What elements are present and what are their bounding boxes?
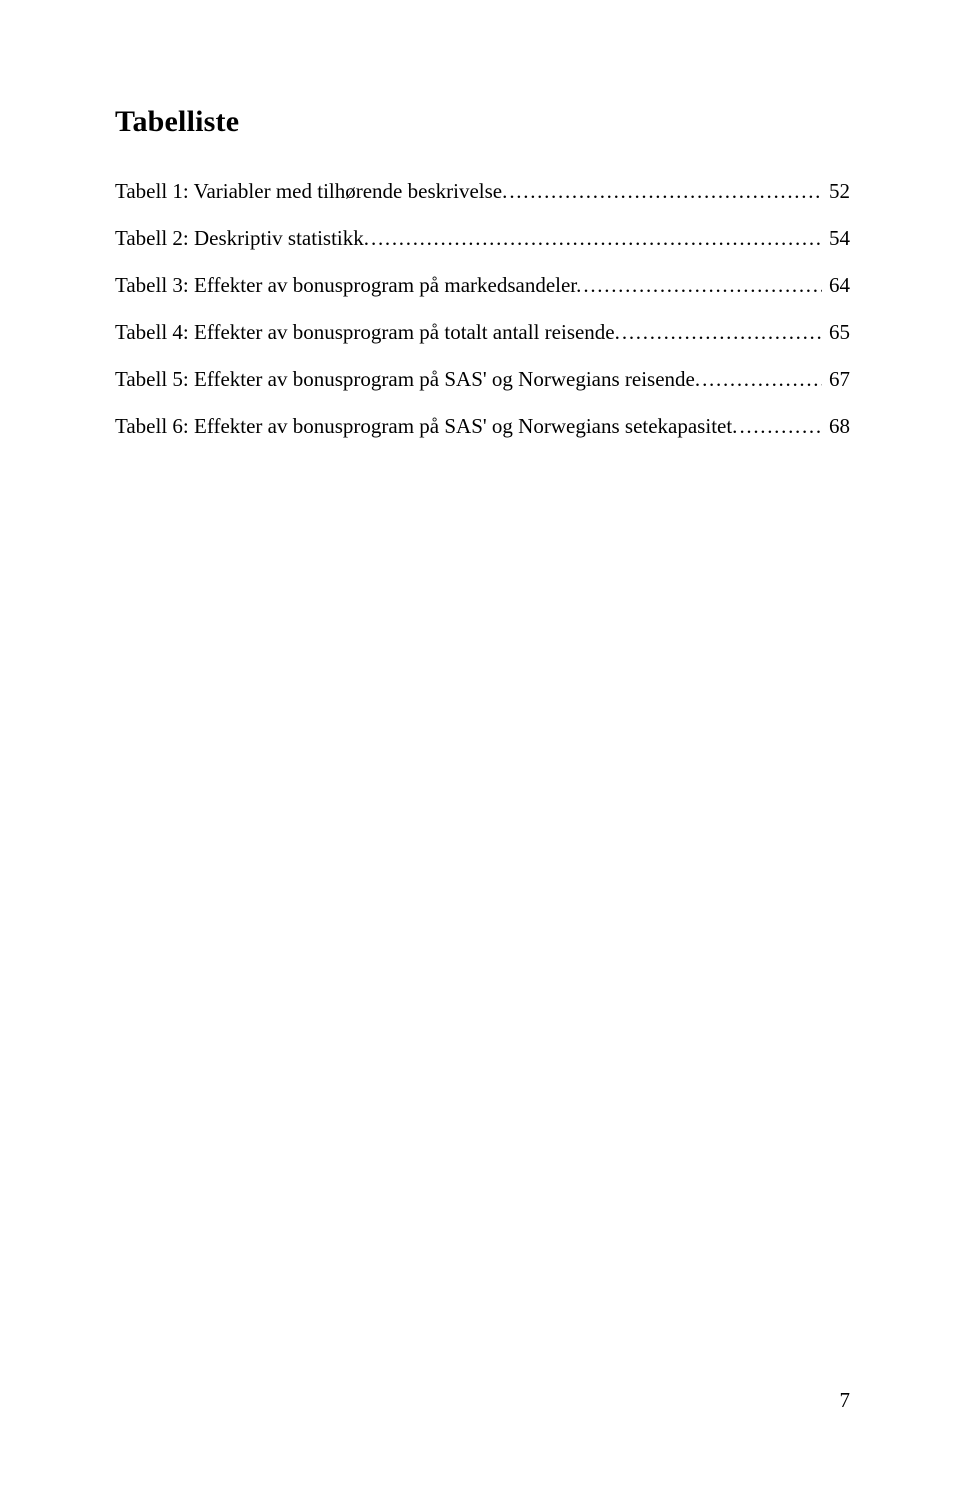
toc-entry: Tabell 4: Effekter av bonusprogram på to… — [115, 322, 850, 343]
toc-entry: Tabell 1: Variabler med tilhørende beskr… — [115, 181, 850, 202]
toc-leader: ........................................… — [702, 369, 822, 390]
toc-page-number: 52 — [829, 179, 850, 203]
toc-entry: Tabell 3: Effekter av bonusprogram på ma… — [115, 275, 850, 296]
toc-entry-label: Tabell 3: Effekter av bonusprogram på ma… — [115, 275, 581, 296]
toc-entry: Tabell 2: Deskriptiv statistikk. .......… — [115, 228, 850, 249]
toc-leader: ........................................… — [583, 275, 821, 296]
toc-entry-label: Tabell 1: Variabler med tilhørende beskr… — [115, 181, 507, 202]
toc-page-number: 68 — [829, 414, 850, 438]
toc-leader: ........................................… — [371, 228, 822, 249]
toc-entry: Tabell 6: Effekter av bonusprogram på SA… — [115, 416, 850, 437]
page-number: 7 — [840, 1388, 851, 1413]
toc-entry-page: 65 — [824, 322, 850, 343]
table-of-contents: Tabell 1: Variabler med tilhørende beskr… — [115, 181, 850, 437]
toc-entry-page: 67 — [824, 369, 850, 390]
toc-entry: Tabell 5: Effekter av bonusprogram på SA… — [115, 369, 850, 390]
toc-entry-label: Tabell 2: Deskriptiv statistikk. — [115, 228, 369, 249]
toc-entry-label: Tabell 4: Effekter av bonusprogram på to… — [115, 322, 620, 343]
toc-page-number: 54 — [829, 226, 850, 250]
toc-page-number: 67 — [829, 367, 850, 391]
toc-leader: ........................................… — [509, 181, 821, 202]
toc-leader: ........................................… — [622, 322, 822, 343]
toc-entry-label: Tabell 5: Effekter av bonusprogram på SA… — [115, 369, 700, 390]
toc-entry-page: 54 — [824, 228, 850, 249]
toc-entry-page: 68 — [824, 416, 850, 437]
toc-entry-page: 52 — [824, 181, 850, 202]
toc-entry-page: 64 — [824, 275, 850, 296]
page-title: Tabelliste — [115, 105, 850, 139]
page: Tabelliste Tabell 1: Variabler med tilhø… — [0, 0, 960, 1493]
toc-page-number: 64 — [829, 273, 850, 297]
toc-page-number: 65 — [829, 320, 850, 344]
toc-entry-label: Tabell 6: Effekter av bonusprogram på SA… — [115, 416, 737, 437]
toc-leader: ........................................… — [739, 416, 821, 437]
